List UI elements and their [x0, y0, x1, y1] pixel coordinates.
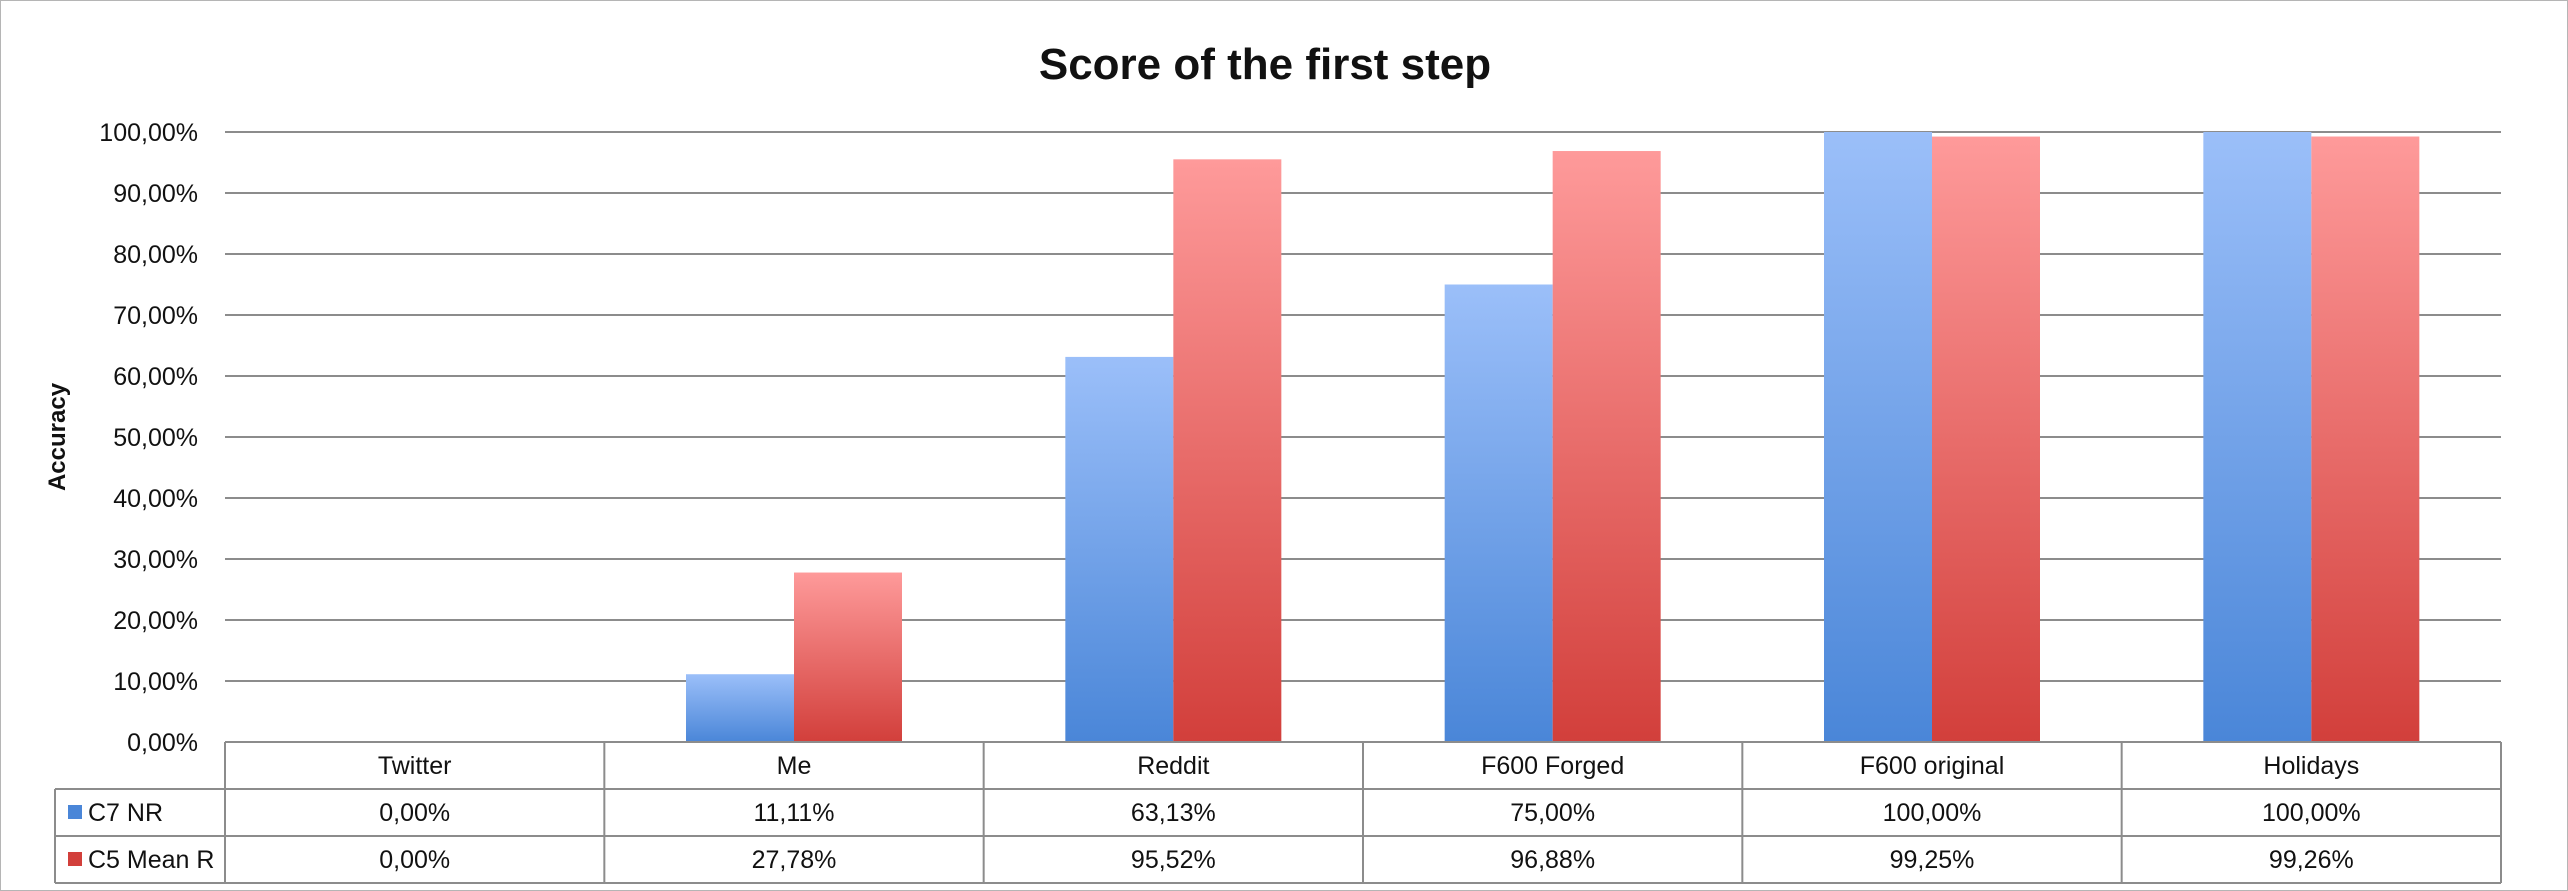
bar-1-2 [1173, 159, 1282, 742]
bar-0-4 [1824, 132, 1932, 742]
bar-0-1 [686, 674, 794, 742]
y-axis-ticks: 0,00% 10,00% 20,00% 30,00% 40,00% 50,00% 60,00… [99, 119, 198, 757]
y-axis-label: Accuracy [44, 382, 71, 491]
legend-series-name: C5 Mean R [88, 846, 214, 874]
x-category-label: Me [777, 752, 812, 780]
data-table-cell: 63,13% [1131, 799, 1216, 827]
y-tick-label: 0,00% [127, 729, 198, 757]
data-table-cell: 99,25% [1890, 846, 1975, 874]
gridlines [225, 131, 2501, 743]
data-table-cell: 0,00% [379, 846, 450, 874]
y-tick-label: 90,00% [113, 180, 198, 208]
chart-title: Score of the first step [1039, 40, 1491, 89]
bar-0-5 [2203, 132, 2312, 742]
data-table-cell: 95,52% [1131, 846, 1216, 874]
x-category-label: Holidays [2263, 752, 2359, 780]
legend-swatch [68, 805, 82, 819]
bar-1-4 [1932, 136, 2040, 742]
x-category-label: F600 Forged [1481, 752, 1624, 780]
y-tick-label: 70,00% [113, 302, 198, 330]
bar-0-2 [1065, 356, 1174, 742]
y-tick-label: 40,00% [113, 485, 198, 513]
x-category-label: Reddit [1137, 752, 1209, 780]
legend-swatch [68, 852, 82, 866]
y-tick-label: 100,00% [99, 119, 198, 147]
data-table-cell: 75,00% [1510, 799, 1595, 827]
y-tick-label: 10,00% [113, 668, 198, 696]
bar-1-3 [1552, 151, 1661, 743]
data-table-cell: 0,00% [379, 799, 450, 827]
legend-series-name: C7 NR [88, 799, 163, 827]
y-tick-label: 60,00% [113, 363, 198, 391]
bar-0-3 [1444, 284, 1553, 742]
data-table-cell: 11,11% [753, 799, 834, 827]
y-tick-label: 20,00% [113, 607, 198, 635]
data-table: Twitter Me Reddit F600 Forged F600 original H… [54, 741, 2502, 884]
bar-1-5 [2311, 136, 2420, 742]
bar-1-1 [794, 572, 902, 742]
data-table-cell: 100,00% [1883, 799, 1982, 827]
y-tick-label: 80,00% [113, 241, 198, 269]
y-tick-label: 30,00% [113, 546, 198, 574]
x-category-label: Twitter [378, 752, 452, 780]
y-tick-label: 50,00% [113, 424, 198, 452]
x-category-label: F600 original [1860, 752, 2005, 780]
data-table-cell: 99,26% [2269, 846, 2354, 874]
data-table-cell: 100,00% [2262, 799, 2361, 827]
data-table-cell: 96,88% [1510, 846, 1595, 874]
bars [686, 132, 2420, 743]
data-table-cell: 27,78% [752, 846, 837, 874]
